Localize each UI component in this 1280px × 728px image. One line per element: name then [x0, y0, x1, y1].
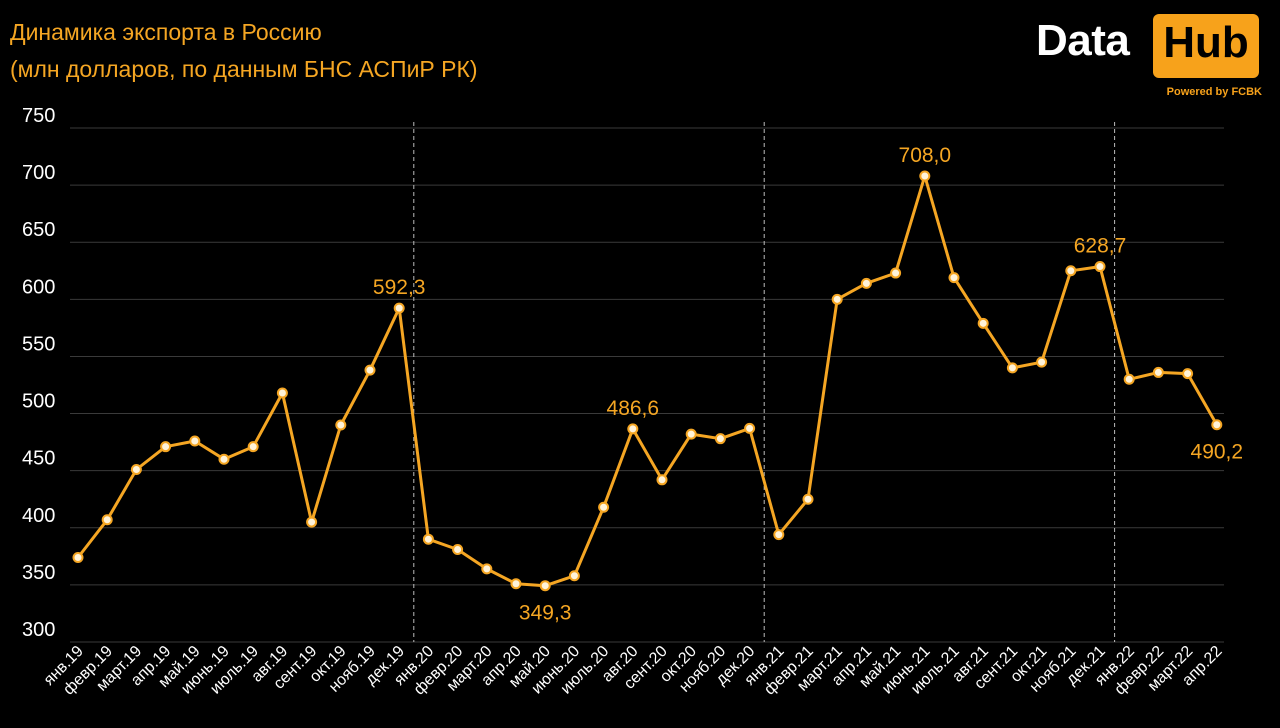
data-label: 708,0	[899, 144, 952, 167]
data-point	[276, 387, 288, 399]
data-point	[948, 272, 960, 284]
y-tick-label: 350	[22, 562, 55, 584]
data-point	[802, 493, 814, 505]
chart-title: Динамика экспорта в Россию (млн долларов…	[10, 14, 478, 88]
data-label: 592,3	[373, 276, 426, 299]
data-point	[1152, 366, 1164, 378]
data-label: 349,3	[519, 602, 572, 625]
data-point	[744, 422, 756, 434]
data-point	[422, 533, 434, 545]
series-line-layer	[76, 174, 1219, 588]
data-point	[218, 453, 230, 465]
data-point	[539, 580, 551, 592]
data-point	[977, 317, 989, 329]
datahub-logo: Data Hub Powered by FCBK	[1036, 12, 1264, 102]
y-tick-label: 450	[22, 448, 55, 470]
data-point	[773, 529, 785, 541]
data-point	[831, 293, 843, 305]
y-tick-label: 600	[22, 276, 55, 298]
y-tick-label: 500	[22, 391, 55, 413]
y-tick-label: 300	[22, 619, 55, 641]
data-label: 490,2	[1191, 441, 1244, 464]
data-point	[1036, 356, 1048, 368]
data-point	[1006, 362, 1018, 374]
data-label: 486,6	[607, 397, 660, 420]
data-point	[598, 501, 610, 513]
grid-layer	[70, 127, 1224, 643]
data-point	[393, 302, 405, 314]
data-point	[714, 433, 726, 445]
year-separators	[413, 122, 1116, 642]
y-tick-label: 750	[22, 105, 55, 127]
x-axis-ticks: янв.19февр.19март.19апр.19май.19июнь.19и…	[41, 643, 1226, 699]
data-point	[510, 578, 522, 590]
data-point	[568, 570, 580, 582]
data-point	[627, 423, 639, 435]
data-point	[101, 514, 113, 526]
data-point	[685, 428, 697, 440]
data-point	[1065, 265, 1077, 277]
logo-tagline: Powered by FCBK	[1166, 86, 1262, 98]
data-point	[130, 464, 142, 476]
data-label: 628,7	[1074, 235, 1127, 258]
logo-word-data: Data	[1036, 16, 1130, 65]
series-line	[76, 174, 1219, 588]
y-tick-label: 400	[22, 505, 55, 527]
y-axis-ticks: 300 350 400 450 500 550 600 650 700 750	[22, 105, 55, 641]
chart-subtitle: (млн долларов, по данным БНС АСПиР РК)	[10, 56, 478, 82]
data-point	[160, 441, 172, 453]
logo-hub-badge: Hub	[1153, 14, 1259, 78]
data-point	[1094, 261, 1106, 273]
y-tick-label: 550	[22, 333, 55, 355]
y-tick-label: 700	[22, 162, 55, 184]
data-point	[481, 563, 493, 575]
data-point	[452, 543, 464, 555]
data-point	[247, 441, 259, 453]
data-point	[335, 419, 347, 431]
data-point	[1182, 368, 1194, 380]
data-labels: 592,3 349,3 486,6 708,0 628,7 490,2	[373, 144, 1243, 625]
data-point	[860, 277, 872, 289]
y-tick-label: 650	[22, 219, 55, 241]
data-point	[919, 170, 931, 182]
data-point	[306, 516, 318, 528]
logo-word-hub: Hub	[1163, 18, 1249, 67]
chart-title-line1: Динамика экспорта в Россию	[10, 19, 322, 45]
data-point	[656, 474, 668, 486]
data-point	[364, 364, 376, 376]
data-point	[1123, 373, 1135, 385]
data-point	[72, 551, 84, 563]
data-point	[890, 267, 902, 279]
series-points	[72, 170, 1223, 592]
data-point	[1211, 419, 1223, 431]
data-point	[189, 435, 201, 447]
